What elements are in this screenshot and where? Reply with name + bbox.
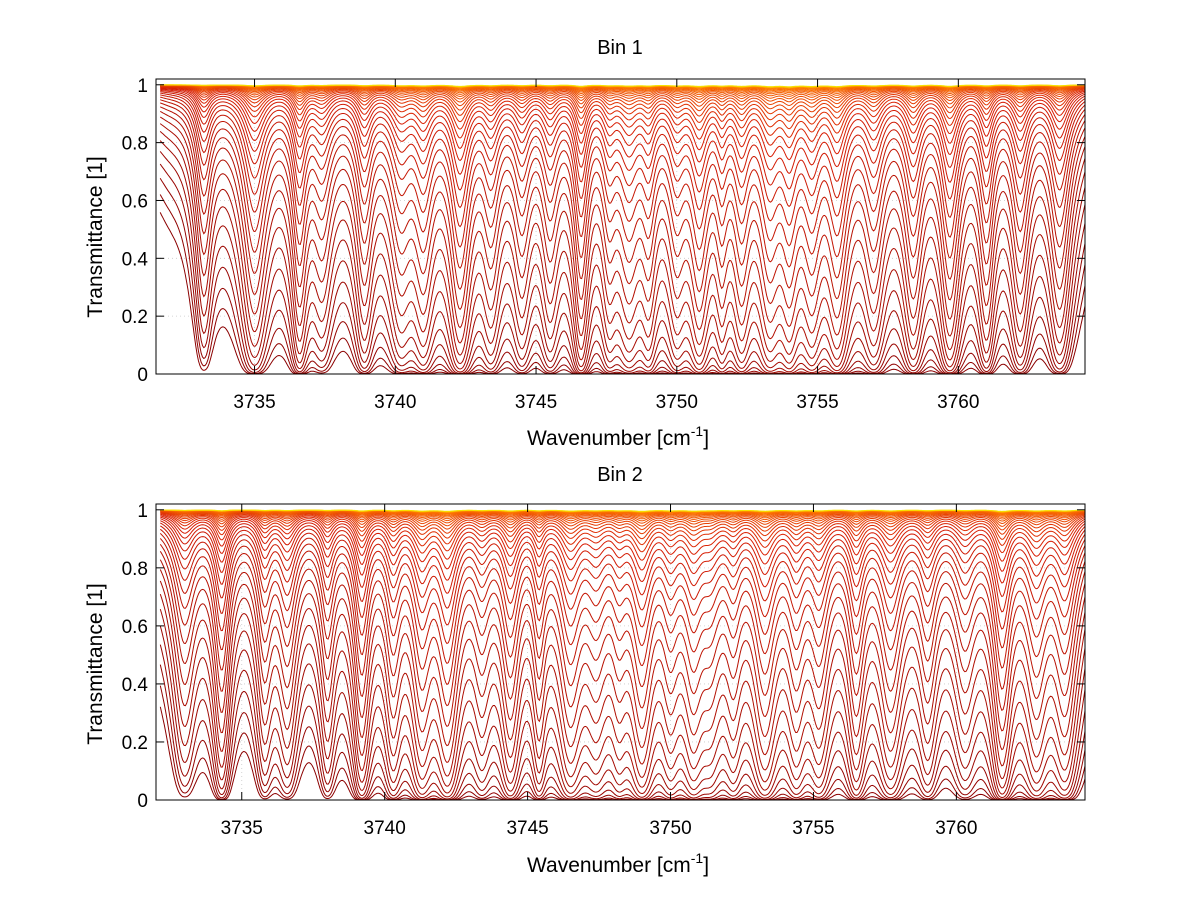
spectrum-line [160, 86, 1086, 130]
spectrum-line [160, 85, 1086, 111]
spectrum-line [160, 85, 1086, 116]
spectrum-line [159, 163, 1086, 375]
spectrum-line [160, 85, 1086, 107]
x-tick-label: 3745 [506, 818, 548, 839]
spectrum-line [159, 551, 1086, 751]
y-tick-label: 0.2 [122, 307, 148, 328]
spectrum-line [160, 92, 1086, 247]
spectrum-line [159, 569, 1086, 780]
spectrum-line [160, 86, 1086, 149]
spectrum-line [160, 94, 1086, 268]
axes-frame-bin-1 [155, 78, 1086, 375]
y-tick-label: 0.8 [122, 559, 148, 580]
x-tick-label: 3760 [935, 818, 977, 839]
spectrum-line [160, 87, 1086, 161]
spectrum-line [159, 116, 1086, 364]
spectrum-line [160, 522, 1086, 630]
spectrum-line [159, 110, 1086, 355]
y-axis-label-bin-1: Transmittance [1] [84, 156, 107, 317]
x-tick-label: 3750 [656, 392, 698, 413]
y-tick-label: 0.6 [122, 617, 148, 638]
spectrum-line [159, 151, 1086, 375]
spectrum-line [160, 511, 1086, 535]
x-tick-label: 3735 [221, 818, 263, 839]
spectrum-line [159, 625, 1086, 800]
spectrum-line [160, 518, 1086, 598]
axes-frame-bin-2 [155, 503, 1086, 801]
spectrum-line [160, 86, 1086, 139]
x-axis-label-bin-2: Wavenumber [cm-1] [527, 850, 709, 877]
y-tick-label: 0.4 [122, 675, 149, 696]
x-tick-label: 3745 [515, 392, 557, 413]
spectrum-line [159, 106, 1086, 343]
spectrum-line [160, 89, 1086, 208]
spectrum-line [159, 580, 1086, 789]
spectrum-line [159, 140, 1086, 374]
ticks-bin-2: 3735 3740 3745 3750 3755 3760 0 0.2 0.4 0.6 0.8 1 [122, 501, 1085, 839]
plot-area-bin-1 [156, 79, 1085, 374]
plot-area-bin-2 [156, 504, 1085, 800]
spectrum-line [160, 84, 1085, 88]
y-tick-label: 1 [137, 501, 148, 522]
chart-title-bin-2: Bin 2 [597, 464, 643, 486]
spectra-bin-2 [159, 509, 1086, 801]
spectrum-line [160, 84, 1086, 97]
spectrum-line [160, 99, 1086, 309]
y-tick-label: 0 [137, 365, 148, 386]
spectrum-line [160, 85, 1086, 122]
y-axis-label-bin-2: Transmittance [1] [84, 583, 107, 744]
spectrum-line [160, 102, 1086, 328]
spectrum-line [159, 528, 1086, 669]
x-tick-label: 3755 [796, 392, 838, 413]
subplot-bin-1: 3735 3740 3745 3750 3755 3760 0 0.2 0.4 0.6 0.8 1 B… [84, 37, 1086, 450]
spectrum-line [159, 608, 1086, 799]
spectrum-line [160, 513, 1086, 554]
spectrum-line [160, 512, 1086, 546]
spectrum-line [159, 593, 1086, 795]
spectrum-line [160, 88, 1086, 190]
x-tick-label: 3750 [649, 818, 691, 839]
spectrum-line [159, 644, 1086, 801]
chart-title-bin-1: Bin 1 [597, 37, 643, 59]
spectrum-line [160, 84, 1086, 103]
spectrum-line [160, 84, 1085, 100]
spectrum-line [160, 516, 1086, 584]
spectrum-line [159, 533, 1086, 690]
y-tick-label: 0.8 [122, 134, 148, 155]
spectrum-line [160, 91, 1086, 227]
y-tick-label: 0.6 [122, 191, 148, 212]
spectra-bin-1 [159, 84, 1086, 375]
spectrum-line [160, 96, 1086, 289]
x-tick-label: 3740 [374, 392, 416, 413]
spectrum-line [160, 525, 1086, 649]
y-tick-label: 0.2 [122, 733, 148, 754]
spectrum-line [160, 510, 1086, 527]
x-axis-label-bin-1: Wavenumber [cm-1] [527, 423, 709, 450]
spectrum-line [159, 664, 1086, 801]
spectrum-line [159, 131, 1086, 373]
x-tick-label: 3740 [364, 818, 406, 839]
spectrum-line [160, 514, 1086, 562]
spectrum-line [160, 88, 1086, 175]
y-tick-label: 0.4 [122, 249, 149, 270]
x-tick-label: 3755 [792, 818, 834, 839]
spectrum-line [159, 538, 1086, 712]
spectrum-line [160, 511, 1086, 531]
spectrum-line [159, 544, 1086, 732]
spectrum-line [159, 123, 1086, 370]
ticks-bin-1: 3735 3740 3745 3750 3755 3760 0 0.2 0.4 0.6 0.8 1 [122, 76, 1085, 413]
y-tick-label: 1 [137, 76, 148, 97]
spectrum-line [160, 520, 1086, 613]
spectrum-line [160, 515, 1086, 572]
x-tick-label: 3760 [937, 392, 979, 413]
y-tick-label: 0 [137, 791, 148, 812]
spectrum-line [160, 509, 1085, 512]
spectrum-line [159, 559, 1086, 767]
x-tick-label: 3735 [233, 392, 275, 413]
subplot-bin-2: 3735 3740 3745 3750 3755 3760 0 0.2 0.4 0.6 0.8 1 B… [84, 464, 1086, 877]
spectrum-line [159, 178, 1086, 375]
spectrum-line [160, 512, 1086, 540]
